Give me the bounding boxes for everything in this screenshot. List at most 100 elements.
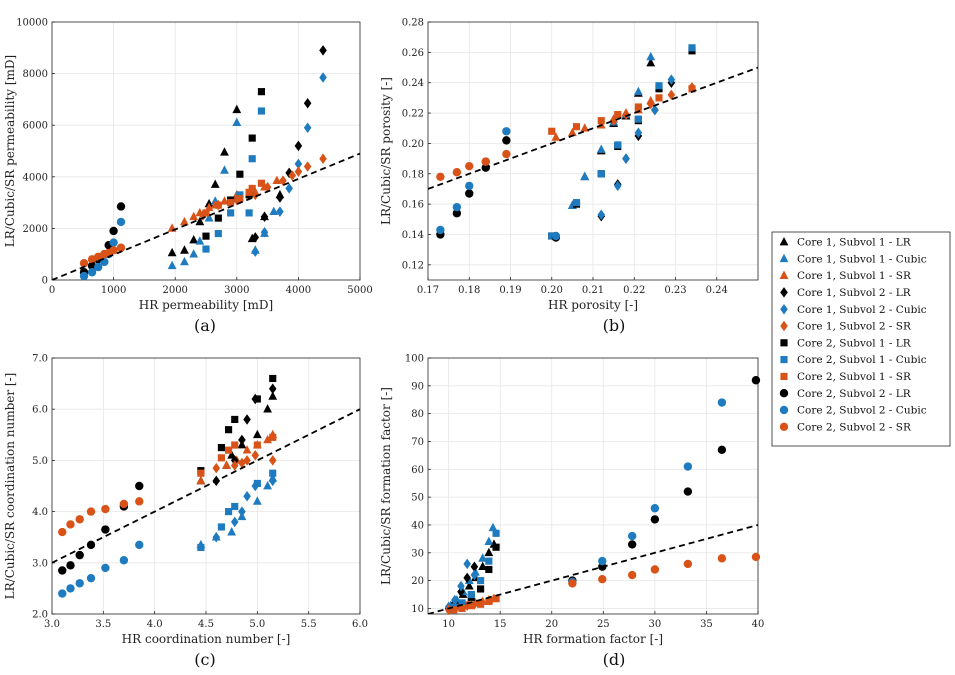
data-point [646,98,655,110]
data-point [243,490,251,502]
data-point [467,602,475,610]
data-point [717,554,727,563]
data-point [260,227,269,238]
x-tick-label: 15 [494,619,507,630]
data-point [101,504,110,514]
data-point [492,595,500,603]
data-point [646,57,656,67]
legend-item: Core 2, Subvol 1 - Cubic [780,354,927,366]
data-point [492,543,500,551]
chart-panel-4: 10 15 20 25 30 35 40 10 20 30 40 50 60 70 80 90 100 HR fo… [379,354,764,670]
legend-label: Core 2, Subvol 1 - SR [797,371,912,383]
x-tick-label: 0.21 [582,285,604,296]
legend-label: Core 1, Subvol 1 - Cubic [797,253,927,265]
data-point [502,127,511,136]
data-point [242,445,252,454]
data-point [269,433,277,441]
data-point [220,165,229,174]
data-point [135,497,144,506]
data-point [452,202,462,212]
data-point [75,515,84,524]
data-point [269,206,279,215]
x-tick-label: 4.0 [147,619,163,630]
data-point [75,550,84,560]
data-point [465,161,474,171]
data-point [257,179,266,187]
data-point [551,231,561,241]
data-point [58,566,67,575]
legend-item: Core 2, Subvol 1 - LR [780,337,912,349]
data-point [634,115,642,123]
data-point [251,189,260,201]
series-core-2-subvol-1-sr [548,85,696,135]
y-tick-label: 0.26 [402,48,424,59]
data-point [667,74,676,85]
y-tick-label: 90 [411,381,424,392]
legend-label: Core 1, Subvol 2 - LR [797,287,912,299]
legend-label: Core 2, Subvol 2 - LR [797,388,912,400]
data-point [248,155,256,163]
data-point [268,475,277,487]
legend-label: Core 2, Subvol 1 - LR [797,337,912,349]
y-axis-label: LR/Cubic/SR formation factor [-] [379,387,393,585]
data-point [436,172,445,181]
data-point [614,111,622,119]
data-point [116,202,126,211]
data-point [86,507,96,516]
axes-box [427,357,759,615]
legend-label: Core 2, Subvol 2 - SR [797,421,912,433]
y-tick-label: 30 [411,548,424,559]
y-tick-label: 10 [411,604,424,615]
y-tick-label: 20 [411,576,424,587]
data-point [248,184,256,192]
data-point [633,86,643,96]
data-point [465,189,474,198]
data-point [436,225,445,235]
y-tick-label: 0.16 [402,200,424,211]
x-axis-label: HR porosity [-] [548,298,638,312]
data-point [253,441,261,449]
data-point [231,415,239,424]
y-tick-label: 7.0 [32,354,48,365]
data-point [683,487,693,496]
data-point [236,191,244,199]
data-point [478,561,488,571]
data-point [180,216,189,226]
series-core-2-subvol-2-sr [58,497,144,537]
data-point [598,556,607,566]
data-point [650,565,660,574]
data-point [319,72,327,83]
data-point [260,211,269,223]
data-point [195,236,205,245]
reference-line [428,66,758,190]
data-point [109,238,118,247]
x-tick-label: 40 [752,619,765,630]
data-point [572,199,581,207]
data-point [463,572,471,584]
x-axis-label: HR formation factor [-] [523,632,663,646]
legend-item: Core 1, Subvol 2 - Cubic [780,303,927,316]
legend-label: Core 1, Subvol 2 - Cubic [797,304,927,316]
data-point [217,523,225,531]
series-core-2-subvol-2-sr [568,552,761,588]
series-core-2-subvol-2-cubic [436,127,561,241]
x-tick-label: 0.17 [417,285,439,296]
legend-marker [780,303,788,315]
data-point [655,94,663,102]
data-point [212,462,221,474]
data-point [243,455,251,466]
data-point [285,183,293,194]
data-point [650,504,660,513]
series-core-2-subvol-1-cubic [202,107,266,253]
y-tick-label: 6000 [23,121,48,132]
data-point [269,374,277,383]
series-core-2-subvol-1-sr [450,595,500,614]
y-tick-label: 100 [405,354,424,365]
chart-panel-2: 0.17 0.18 0.19 0.20 0.21 0.22 0.23 0.24 0.12 0.14… [379,18,759,335]
data-point [485,557,493,565]
y-tick-label: 0.28 [402,18,424,29]
data-point [225,508,233,516]
data-point [477,577,485,585]
data-point [58,527,67,537]
